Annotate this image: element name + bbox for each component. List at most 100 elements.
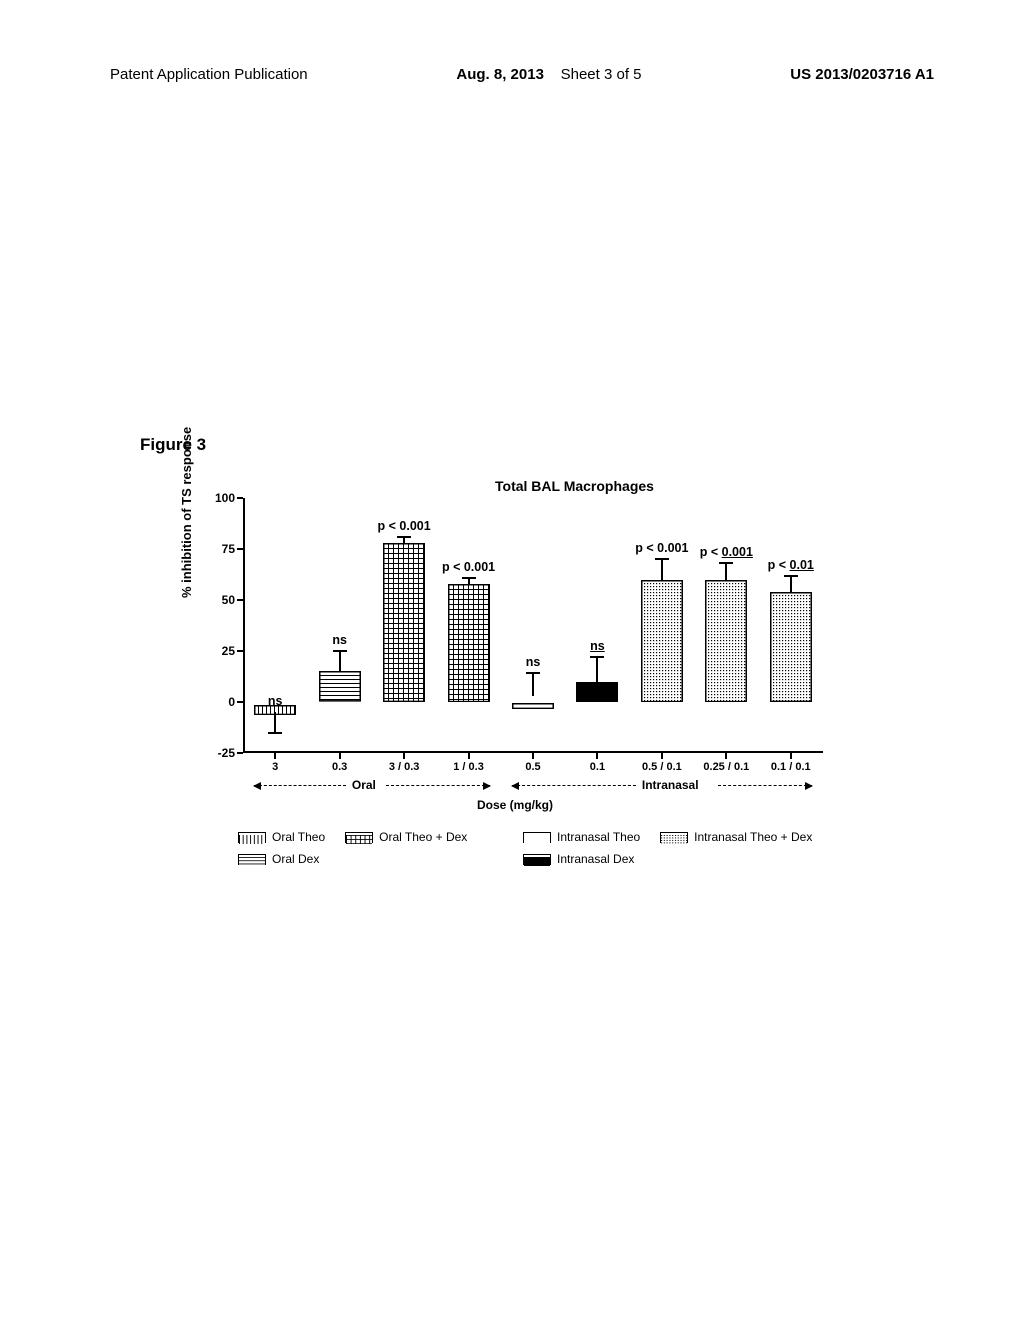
x-tick	[661, 753, 663, 759]
error-cap	[590, 656, 604, 658]
x-tick	[339, 753, 341, 759]
x-tick	[468, 753, 470, 759]
y-tick-label: 0	[203, 695, 235, 709]
bar	[770, 592, 812, 702]
x-tick	[532, 753, 534, 759]
chart-title: Total BAL Macrophages	[495, 478, 654, 494]
x-category-label: 0.1 / 0.1	[771, 761, 811, 773]
route-label: Intranasal	[642, 778, 699, 792]
header-pubno: US 2013/0203716 A1	[790, 66, 934, 83]
legend-label: Intranasal Dex	[557, 852, 634, 866]
x-tick	[725, 753, 727, 759]
x-category-label: 0.25 / 0.1	[703, 761, 749, 773]
header-left: Patent Application Publication	[110, 66, 308, 83]
header-date: Aug. 8, 2013	[456, 66, 544, 83]
bar	[641, 580, 683, 702]
bar-annotation: ns	[590, 639, 605, 653]
bar-annotation: p < 0.001	[442, 560, 495, 574]
error-cap	[333, 650, 347, 652]
x-category-label: 0.5	[525, 761, 540, 773]
y-tick	[237, 599, 243, 601]
x-tick	[274, 753, 276, 759]
x-tick	[403, 753, 405, 759]
y-tick-label: 50	[203, 593, 235, 607]
legend-swatch	[345, 832, 373, 843]
y-tick	[237, 701, 243, 703]
legend-swatch	[238, 854, 266, 865]
bar	[448, 584, 490, 702]
y-tick-label: -25	[203, 746, 235, 760]
x-axis-label: Dose (mg/kg)	[477, 798, 553, 812]
x-tick	[596, 753, 598, 759]
error-bar	[339, 651, 341, 671]
y-tick	[237, 548, 243, 550]
y-tick-label: 25	[203, 644, 235, 658]
legend-swatch	[238, 832, 266, 843]
y-tick	[237, 752, 243, 754]
bar-annotation: ns	[332, 633, 347, 647]
error-cap	[268, 732, 282, 734]
route-arrow	[254, 785, 346, 786]
legend-label: Oral Theo + Dex	[379, 830, 467, 844]
x-category-label: 3	[272, 761, 278, 773]
bar	[576, 682, 618, 702]
figure-caption: Figure 3	[140, 435, 206, 455]
error-bar	[274, 712, 276, 732]
bar-annotation: p < 0.001	[635, 541, 688, 555]
legend-label: Intranasal Theo + Dex	[694, 830, 812, 844]
legend-label: Oral Dex	[272, 852, 319, 866]
y-axis	[243, 498, 245, 753]
legend-item: Oral Dex	[238, 852, 319, 866]
header-sheet: Sheet 3 of 5	[561, 66, 642, 83]
legend-item: Intranasal Dex	[523, 852, 634, 866]
legend-label: Intranasal Theo	[557, 830, 640, 844]
route-arrow	[718, 785, 812, 786]
route-arrow	[512, 785, 636, 786]
legend-swatch	[523, 832, 551, 843]
legend-swatch	[523, 854, 551, 865]
error-bar	[661, 559, 663, 579]
legend-item: Intranasal Theo + Dex	[660, 830, 812, 844]
y-tick	[237, 497, 243, 499]
x-category-label: 3 / 0.3	[389, 761, 420, 773]
bar	[383, 543, 425, 702]
legend-item: Oral Theo	[238, 830, 325, 844]
x-category-label: 0.1	[590, 761, 605, 773]
error-bar	[532, 673, 534, 695]
error-cap	[719, 562, 733, 564]
legend-item: Intranasal Theo	[523, 830, 640, 844]
bar	[705, 580, 747, 702]
error-cap	[462, 577, 476, 579]
bar-annotation: ns	[526, 655, 541, 669]
error-bar	[596, 657, 598, 681]
bar-annotation: p < 0.001	[700, 545, 753, 559]
route-label: Oral	[352, 778, 376, 792]
legend: Oral Theo Oral Theo + Dex Intranasal Theo I…	[238, 830, 868, 874]
x-category-label: 0.3	[332, 761, 347, 773]
x-category-label: 1 / 0.3	[453, 761, 484, 773]
bar-chart: % inhibition of TS response -25025507510…	[175, 498, 855, 808]
page-header: Patent Application Publication Aug. 8, 2…	[0, 66, 1024, 83]
plot-area: -250255075100ns3ns0.3p < 0.0013 / 0.3p <…	[243, 498, 823, 753]
bar	[319, 671, 361, 702]
error-cap	[526, 672, 540, 674]
error-cap	[784, 575, 798, 577]
bar-annotation: ns	[268, 694, 283, 708]
y-tick-label: 100	[203, 491, 235, 505]
bar-annotation: p < 0.001	[378, 519, 431, 533]
y-tick-label: 75	[203, 542, 235, 556]
x-category-label: 0.5 / 0.1	[642, 761, 682, 773]
x-tick	[790, 753, 792, 759]
y-axis-label: % inhibition of TS response	[179, 427, 194, 598]
error-cap	[397, 536, 411, 538]
bar	[512, 696, 554, 702]
legend-swatch	[660, 832, 688, 843]
legend-label: Oral Theo	[272, 830, 325, 844]
route-arrow	[386, 785, 490, 786]
y-tick	[237, 650, 243, 652]
legend-item: Oral Theo + Dex	[345, 830, 467, 844]
error-cap	[655, 558, 669, 560]
error-bar	[725, 563, 727, 579]
bar-annotation: p < 0.01	[768, 558, 814, 572]
error-bar	[790, 576, 792, 592]
